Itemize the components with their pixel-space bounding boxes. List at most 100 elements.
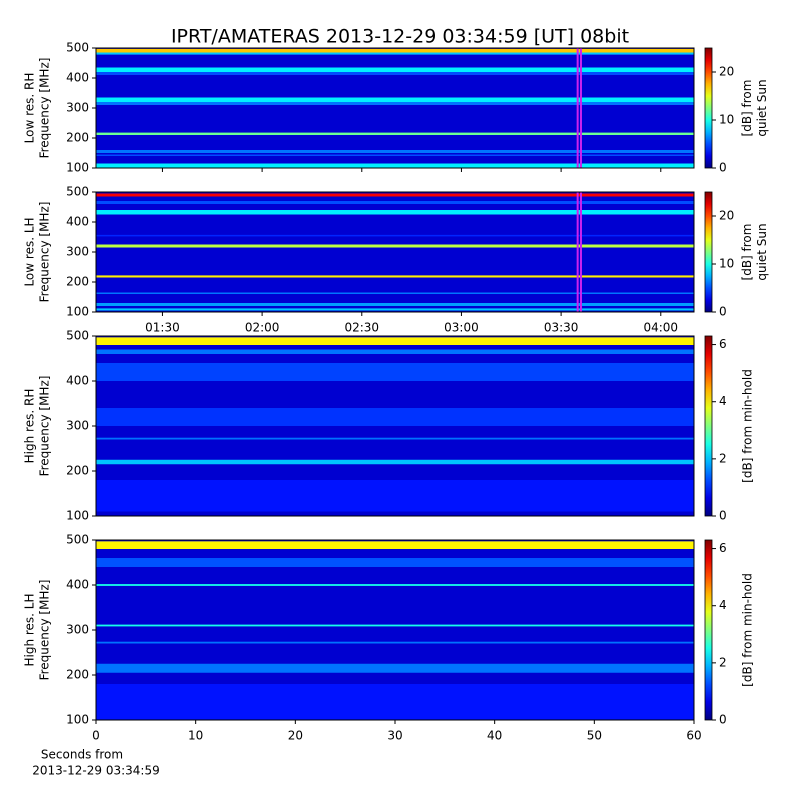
y-tick-label: 100 [66,161,89,175]
y-tick-label: 400 [66,374,89,388]
heatmap-band [96,480,694,512]
colorbar [704,191,713,313]
x-tick-label: 10 [188,729,203,743]
x-tick-label: 50 [587,729,602,743]
colorbar-label: quiet Sun [755,223,769,280]
heatmap-band [96,132,694,135]
colorbar-label: [dB] from min-hold [741,573,755,687]
heatmap-band [96,102,694,105]
y-tick-label: 500 [66,533,89,547]
y-axis-label: Frequency [MHz] [38,376,52,477]
y-tick-label: 300 [66,245,89,259]
x-tick-label: 03:00 [444,321,479,335]
heatmap-band [96,663,694,673]
colorbar-tick-label: 2 [719,451,727,465]
heatmap-band [96,48,694,53]
y-tick-label: 200 [66,131,89,145]
y-tick-label: 500 [66,329,89,343]
x-tick-label: 40 [487,729,502,743]
heatmap-band [96,349,694,354]
y-tick-label: 200 [66,275,89,289]
y-tick-label: 100 [66,713,89,727]
y-axis-label: High res. LH [23,593,37,666]
heatmap-band [96,684,694,720]
y-tick-label: 400 [66,215,89,229]
colorbar [704,539,713,721]
y-tick-label: 200 [66,464,89,478]
x-axis-label: Seconds from [41,748,123,762]
heatmap-band [96,459,694,465]
colorbar-tick-label: 0 [719,305,727,319]
heatmap-band [96,408,694,426]
y-axis-label: Low res. RH [23,73,37,144]
heatmap-band [96,558,694,567]
colorbar-tick-label: 4 [719,598,727,612]
heatmap-band [96,67,694,72]
colorbar-label: quiet Sun [755,79,769,136]
x-tick-label: 03:30 [544,321,579,335]
y-axis-label: Frequency [MHz] [38,202,52,303]
y-tick-label: 300 [66,101,89,115]
heatmap-band [96,541,694,549]
x-axis-label: 2013-12-29 03:34:59 [32,764,159,778]
y-axis-label: Low res. LH [23,217,37,286]
y-tick-label: 100 [66,305,89,319]
x-tick-label: 04:00 [643,321,678,335]
colorbar-tick-label: 10 [719,257,734,271]
heatmap-band [96,163,694,168]
heatmap-band [96,193,694,197]
colorbar-tick-label: 20 [719,209,734,223]
y-tick-label: 400 [66,71,89,85]
heatmap-band [96,624,694,627]
heatmap-band [96,292,694,294]
colorbar-tick-label: 10 [719,113,734,127]
x-tick-label: 02:30 [344,321,379,335]
colorbar-tick-label: 20 [719,65,734,79]
figure-title: IPRT/AMATERAS 2013-12-29 03:34:59 [UT] 0… [171,26,629,48]
y-tick-label: 200 [66,668,89,682]
colorbar [704,335,713,517]
x-tick-label: 60 [686,729,701,743]
y-axis-label: High res. RH [23,389,37,464]
heatmap-band [96,308,694,311]
heatmap-band [96,641,694,644]
colorbar-label: [dB] from [740,80,754,137]
colorbar-label: [dB] from min-hold [741,369,755,483]
heatmap-band [96,52,694,55]
heatmap-band [96,201,694,204]
heatmap-band [96,72,694,75]
colorbar-tick-label: 0 [719,713,727,727]
colorbar-tick-label: 6 [719,541,727,555]
y-axis-label: Frequency [MHz] [38,580,52,681]
y-tick-label: 300 [66,419,89,433]
y-tick-label: 500 [66,41,89,55]
heatmap-band [96,584,694,586]
x-tick-label: 30 [387,729,402,743]
y-tick-label: 400 [66,578,89,592]
heatmap-band [96,210,694,215]
heatmap-band [96,275,694,278]
colorbar-tick-label: 0 [719,509,727,523]
heatmap-band [96,363,694,381]
y-tick-label: 300 [66,623,89,637]
heatmap-band [96,97,694,102]
colorbar-tick-label: 2 [719,655,727,669]
heatmap-band [96,437,694,440]
heatmap-band [96,234,694,237]
y-tick-label: 500 [66,185,89,199]
heatmap-band [96,303,694,306]
heatmap-band [96,154,694,156]
heatmap-band [96,244,694,248]
heatmap-band [96,337,694,345]
heatmap-band [96,150,694,153]
colorbar-label: [dB] from [740,224,754,281]
x-tick-label: 0 [92,729,100,743]
colorbar [704,47,713,169]
colorbar-tick-label: 4 [719,394,727,408]
y-axis-label: Frequency [MHz] [38,58,52,159]
x-tick-label: 20 [288,729,303,743]
x-tick-label: 01:30 [145,321,180,335]
y-tick-label: 100 [66,509,89,523]
